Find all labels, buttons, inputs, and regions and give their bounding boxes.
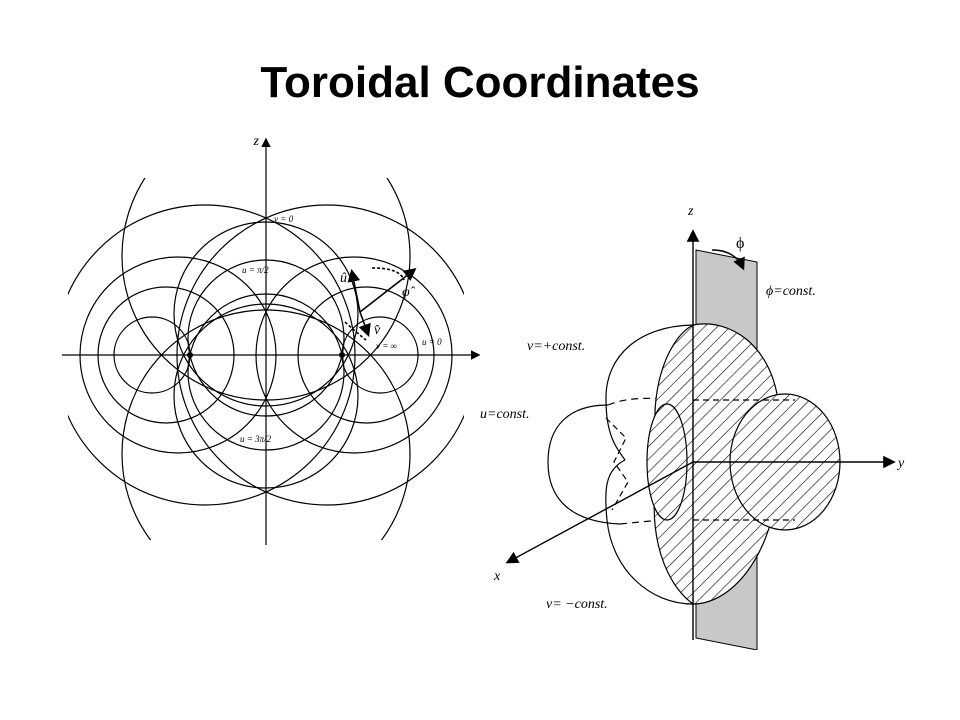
u-zero-label: u = 0: [422, 337, 442, 347]
right-x-label: x: [493, 569, 501, 584]
u-pi-half-label: u = π/2: [242, 265, 269, 275]
left-z-label: z: [253, 134, 260, 149]
phi-hat-label: φ̂: [402, 285, 416, 300]
v-hat-label: v̂: [374, 323, 381, 338]
v-minus-const-label: v= −const.: [546, 597, 608, 612]
phi-const-label: ϕ=const.: [766, 284, 816, 299]
unit-vectors: [344, 267, 417, 341]
v-inf-label: v = ∞: [376, 341, 397, 351]
toroidal-cross-section-diagram: z y v = 0 u = π/2 u = 3π/2 v = ∞ u = 0 û…: [62, 134, 480, 545]
u-hat-label: û: [340, 271, 347, 286]
right-y-label: y: [896, 456, 905, 471]
slide-title: Toroidal Coordinates: [260, 58, 700, 107]
toroidal-3d-diagram: z y x ϕ ϕ=const. v=+const. u=const. v= −…: [480, 204, 905, 650]
hatched-cross-section: [646, 323, 841, 605]
v-plus-const-label: v=+const.: [527, 339, 585, 354]
u-const-label: u=const.: [480, 407, 530, 422]
phi-label: ϕ: [736, 235, 744, 252]
torus-outline: [547, 324, 694, 605]
phi-rotation-arrow: [711, 249, 745, 271]
right-z-label: z: [687, 204, 694, 219]
right-x-axis: [505, 461, 694, 564]
u-three-pi-half-label: u = 3π/2: [240, 434, 272, 444]
v-zero-label: v = 0: [274, 214, 294, 224]
